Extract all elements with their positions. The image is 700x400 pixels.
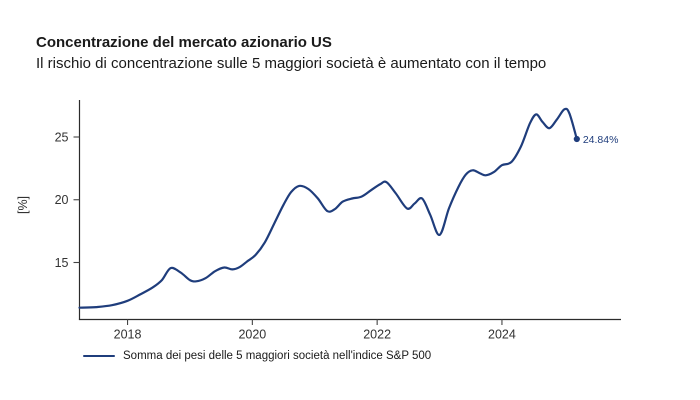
y-tick-label: 15	[55, 256, 69, 270]
concentration-line	[78, 107, 578, 309]
legend-line-swatch	[83, 354, 115, 358]
chart-title: Concentrazione del mercato azionario US	[36, 34, 332, 51]
y-tick-label: 20	[55, 193, 69, 207]
chart-subtitle: Il rischio di concentrazione sulle 5 mag…	[36, 55, 547, 72]
y-axis-title: [%]	[16, 196, 30, 214]
x-tick-label: 2024	[488, 328, 516, 342]
end-value-label: 24.84%	[583, 134, 619, 146]
legend-label: Somma dei pesi delle 5 maggiori società …	[123, 350, 432, 362]
legend: Somma dei pesi delle 5 maggiori società …	[83, 350, 431, 362]
end-point-marker	[573, 135, 580, 143]
x-tick-label: 2018	[114, 328, 142, 342]
y-tick-label: 25	[55, 130, 69, 144]
x-tick-label: 2020	[238, 328, 266, 342]
x-tick-label: 2022	[363, 328, 391, 342]
